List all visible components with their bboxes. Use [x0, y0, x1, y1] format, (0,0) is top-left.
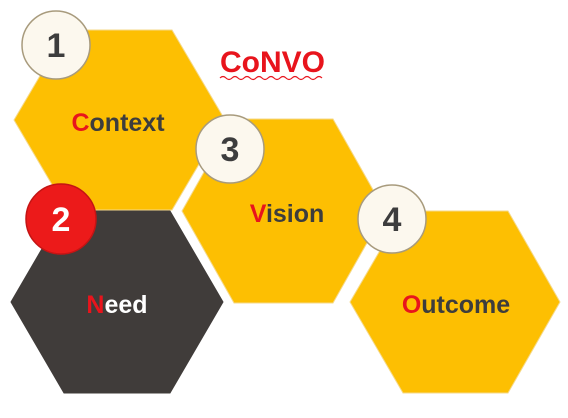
badge-2-circle — [25, 183, 97, 255]
hexagon-outcome-label: Outcome — [402, 291, 510, 319]
badge-1-circle — [21, 10, 91, 80]
spell-underline — [219, 75, 323, 81]
hexagon-vision-initial: V — [250, 200, 267, 228]
diagram-title: CoNVO — [220, 46, 325, 79]
hexagon-vision-label: Vision — [250, 200, 325, 228]
badge-3: 3 — [195, 114, 265, 184]
hexagon-outcome-initial: O — [402, 291, 421, 319]
hexagon-outcome: Outcome — [349, 210, 561, 394]
hexagon-context-rest: ontext — [90, 109, 166, 137]
hexagon-need-rest: eed — [104, 291, 147, 319]
badge-2: 2 — [25, 183, 97, 255]
badge-1: 1 — [21, 10, 91, 80]
badge-3-number: 3 — [221, 131, 240, 169]
badge-1-number: 1 — [47, 27, 66, 65]
hexagon-context-label: Context — [71, 109, 165, 137]
hexagon-context-initial: C — [71, 109, 89, 137]
hexagon-outcome-shape — [349, 210, 561, 394]
badge-2-number: 2 — [52, 201, 71, 239]
hexagon-need-shape — [10, 210, 224, 394]
hexagon-need-label: Need — [86, 291, 147, 319]
hexagon-need: Need — [10, 210, 224, 394]
badge-4-number: 4 — [383, 201, 402, 239]
title-part-1: Co — [220, 46, 260, 79]
badge-3-circle — [195, 114, 265, 184]
badge-4: 4 — [357, 184, 427, 254]
hexagon-need-initial: N — [86, 291, 104, 319]
title-part-2: NVO — [260, 46, 325, 79]
hexagon-outcome-rest: utcome — [421, 291, 510, 319]
badge-4-circle — [357, 184, 427, 254]
hexagon-vision-rest: ision — [266, 200, 324, 228]
